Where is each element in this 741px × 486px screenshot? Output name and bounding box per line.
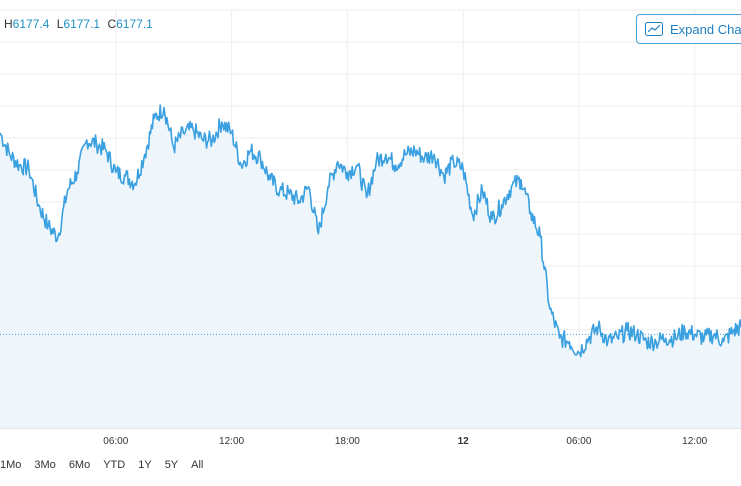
close-label: C [107, 17, 117, 31]
range-selector: 1Mo 3Mo 6Mo YTD 1Y 5Y All [0, 459, 216, 471]
range-1mo[interactable]: 1Mo [0, 459, 22, 471]
series-line[interactable] [0, 104, 741, 358]
range-ytd[interactable]: YTD [103, 459, 126, 471]
x-tick-label: 06:00 [103, 436, 128, 447]
chart-line-icon [645, 22, 663, 36]
close-value: 6177.1 [116, 17, 153, 31]
range-1y[interactable]: 1Y [138, 459, 152, 471]
x-tick-label: 12 [458, 436, 470, 447]
x-axis-ticks: 06:00 12:00 18:00 12 06:00 12:00 [103, 436, 707, 447]
range-6mo[interactable]: 6Mo [68, 459, 91, 471]
expand-chart-button[interactable]: Expand Chart [636, 14, 741, 44]
x-tick-label: 18:00 [335, 436, 360, 447]
high-value: 6177.4 [12, 17, 50, 31]
high-label: H [4, 17, 13, 31]
range-all[interactable]: All [191, 459, 204, 471]
expand-chart-label: Expand Chart [670, 21, 741, 37]
x-tick-label: 06:00 [566, 436, 591, 447]
x-tick-label: 12:00 [682, 436, 707, 447]
x-tick-label: 12:00 [219, 436, 244, 447]
series-area [0, 105, 741, 428]
low-value: 6177.1 [63, 17, 101, 31]
low-label: L [56, 17, 64, 31]
range-5y[interactable]: 5Y [164, 459, 179, 471]
ohlc-readout: H6177.4 L6177.1 C6177.1 [0, 17, 153, 31]
range-3mo[interactable]: 3Mo [34, 459, 56, 471]
